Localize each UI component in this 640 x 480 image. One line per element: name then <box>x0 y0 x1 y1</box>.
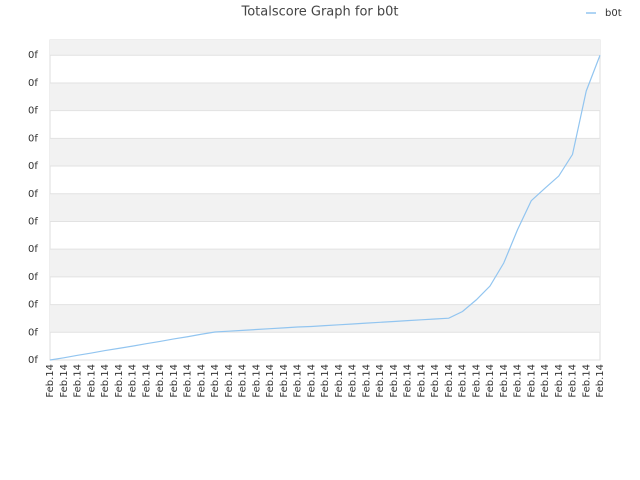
y-tick-label: 0f <box>28 355 38 366</box>
x-tick-label: Feb.14 <box>183 364 194 398</box>
x-tick-label: Feb.14 <box>59 364 70 398</box>
grid-band <box>50 249 600 277</box>
x-tick-label: Feb.14 <box>499 364 510 398</box>
x-tick-label: Feb.14 <box>568 364 579 398</box>
x-tick-label: Feb.14 <box>471 364 482 398</box>
x-tick-label: Feb.14 <box>513 364 524 398</box>
y-tick-label: 0f <box>28 50 38 61</box>
x-tick-label: Feb.14 <box>169 364 180 398</box>
grid-band <box>50 193 600 222</box>
grid-band <box>50 304 600 333</box>
x-tick-label: Feb.14 <box>334 364 345 398</box>
line-series <box>49 55 601 361</box>
x-tick-label: Feb.14 <box>114 364 125 398</box>
x-tick-label: Feb.14 <box>210 364 221 398</box>
x-tick-label: Feb.14 <box>155 364 166 398</box>
x-tick-label: Feb.14 <box>389 364 400 398</box>
x-tick-label: Feb.14 <box>581 364 592 398</box>
x-tick-label: Feb.14 <box>265 364 276 398</box>
y-tick-label: 0f <box>28 272 38 283</box>
x-tick-label: Feb.14 <box>45 364 56 398</box>
x-tick-label: Feb.14 <box>485 364 496 398</box>
x-tick-label: Feb.14 <box>361 364 372 398</box>
x-tick-label: Feb.14 <box>86 364 97 398</box>
x-tick-label: Feb.14 <box>444 364 455 398</box>
x-tick-label: Feb.14 <box>348 364 359 398</box>
legend-label: b0t <box>605 8 622 19</box>
grid-band <box>50 40 600 56</box>
y-tick-label: 0f <box>28 327 38 338</box>
y-tick-label: 0f <box>28 216 38 227</box>
x-tick-label: Feb.14 <box>141 364 152 398</box>
x-tick-label: Feb.14 <box>100 364 111 398</box>
x-tick-label: Feb.14 <box>224 364 235 398</box>
y-tick-label: 0f <box>28 244 38 255</box>
x-tick-label: Feb.14 <box>554 364 565 398</box>
x-tick-label: Feb.14 <box>251 364 262 398</box>
y-tick-label: 0f <box>28 106 38 117</box>
y-tick-label: 0f <box>28 189 38 200</box>
x-tick-label: Feb.14 <box>375 364 386 398</box>
x-tick-label: Feb.14 <box>595 364 606 398</box>
x-tick-label: Feb.14 <box>458 364 469 398</box>
y-tick-label: 0f <box>28 133 38 144</box>
x-tick-label: Feb.14 <box>320 364 331 398</box>
x-tick-label: Feb.14 <box>196 364 207 398</box>
grid-band <box>50 82 600 111</box>
x-tick-label: Feb.14 <box>403 364 414 398</box>
x-tick-label: Feb.14 <box>279 364 290 398</box>
grid-band <box>50 138 600 167</box>
y-tick-label: 0f <box>28 300 38 311</box>
x-tick-label: Feb.14 <box>238 364 249 398</box>
x-tick-label: Feb.14 <box>430 364 441 398</box>
x-tick-label: Feb.14 <box>416 364 427 398</box>
x-tick-label: Feb.14 <box>128 364 139 398</box>
x-tick-label: Feb.14 <box>73 364 84 398</box>
x-tick-label: Feb.14 <box>293 364 304 398</box>
y-tick-label: 0f <box>28 161 38 172</box>
x-tick-label: Feb.14 <box>526 364 537 398</box>
x-tick-label: Feb.14 <box>306 364 317 398</box>
y-tick-label: 0f <box>28 78 38 89</box>
chart-title: Totalscore Graph for b0t <box>240 5 398 20</box>
x-tick-label: Feb.14 <box>540 364 551 398</box>
